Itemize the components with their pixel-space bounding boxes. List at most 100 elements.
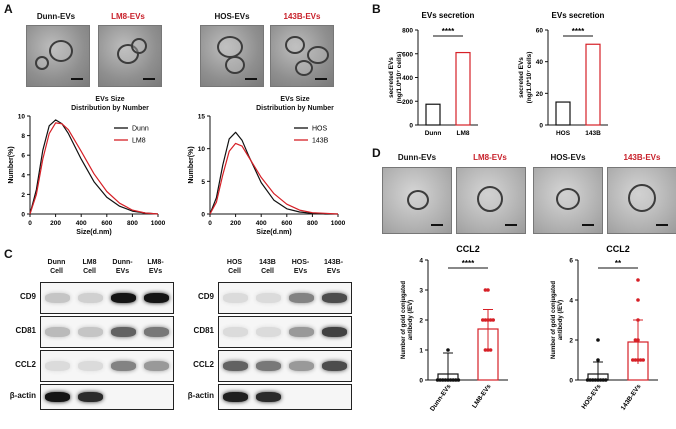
data-point [483,348,488,352]
data-point [641,358,645,362]
blot-row-label-cd81: CD81 [15,326,36,335]
data-point [438,378,442,382]
y-tick-label: 0 [539,123,543,130]
y-tick-label: 4 [569,298,573,305]
y-axis-label: Number(%) [188,146,195,183]
blot-band [256,327,281,337]
series-line-dunn [29,119,159,215]
data-point [633,338,638,342]
em-image-dunn [26,25,90,87]
blot-lane-label: 143B- EVs [323,259,344,275]
y-tick-label: 10 [18,114,26,121]
panel-label-d: D [372,146,381,160]
data-point [454,378,458,382]
y-tick-label: 40 [536,59,544,66]
em-d-image-lm8 [456,167,526,234]
data-point [631,358,635,362]
panel-label-b: B [372,2,381,16]
bar-143b [585,43,601,126]
y-tick-label: 60 [536,28,544,35]
blot-band [78,392,103,402]
bar-lm8 [455,51,471,126]
blot-band [45,361,70,371]
data-point [585,378,590,382]
em-title-hos: HOS-EVs [214,12,250,21]
blot-row-label-beta-actin: β-actin [9,391,36,400]
blot-strip-beta-actin [218,384,352,410]
blot-row-label-cd81: CD81 [193,326,214,335]
blot-band [223,392,248,402]
x-tick-label: 1000 [151,220,166,227]
x-tick-label: 143B [585,130,601,137]
blot-band [223,361,248,371]
y-tick-label: 8 [21,133,25,140]
data-point [446,378,450,382]
em-title-lm8: LM8-EVs [111,12,145,21]
ccl2-chart-right: CCL2 0 2 4 6 Number of gold conjugatedantibod… [551,244,658,412]
blot-band [289,293,314,303]
blot-band [322,361,347,371]
data-point [636,338,640,342]
y-tick-label: 0 [201,212,205,219]
chart-title: CCL2 [456,244,480,254]
series-line-hos [209,131,338,215]
blot-band [78,327,103,337]
x-tick-label: 1000 [331,220,346,227]
em-image-143b [270,25,334,87]
y-tick-label: 2 [419,318,423,325]
blot-lane-label: Dunn Cell [47,259,66,275]
y-tick-label: 6 [569,258,573,265]
y-axis-label: secreted EVs(ng/1.0*10⁷ cells) [518,52,533,104]
data-point [593,378,598,382]
data-point [488,318,493,322]
y-tick-label: 400 [402,75,413,82]
chart-title: CCL2 [606,244,630,254]
data-point [491,318,495,322]
x-tick-label: LM8-EVs [471,383,493,410]
blot-row-label-ccl2: CCL2 [193,360,214,369]
data-point [633,358,638,362]
blot-lane-label: LM8 Cell [82,259,97,275]
size-right-title: EVs Size Distribution by Number [256,96,334,112]
x-axis-label: Size(d.nm) [256,229,291,236]
data-point [596,358,600,362]
data-point [596,378,600,382]
blot-strip-cd81 [218,316,352,348]
x-tick-label: 600 [281,220,292,227]
chart-title: EVs secretion [422,11,475,20]
x-tick-label: Dunn-EVs [429,383,453,413]
y-axis-label: Number of gold conjugatedantibody (/EV) [551,281,564,359]
data-point [636,278,640,282]
y-axis-label: Number of gold conjugatedantibody (/EV) [401,281,414,359]
data-point [596,338,600,342]
panel-label-c: C [4,247,13,261]
data-point [638,358,643,362]
blot-band [256,392,281,402]
y-tick-label: 800 [402,28,413,35]
y-axis-label: Number(%) [8,146,15,183]
data-point [588,378,592,382]
em-image-lm8 [98,25,162,87]
x-tick-label: Dunn [425,130,442,137]
data-point [451,378,455,382]
data-point [601,378,605,382]
data-point [483,318,488,322]
x-tick-label: 200 [50,220,61,227]
em-d-title-143b: 143B-EVs [623,153,661,162]
x-tick-label: HOS [556,130,571,137]
y-tick-label: 1 [419,348,423,355]
data-point [448,378,453,382]
legend-label: Dunn [132,126,149,133]
blot-band [45,293,70,303]
blot-strip-cd9 [40,282,174,314]
blot-band [223,293,248,303]
legend-label: HOS [312,126,328,133]
x-axis-label: Size(d.nm) [76,229,111,236]
x-tick-label: HOS-EVs [581,383,603,411]
y-tick-label: 20 [536,91,544,98]
em-image-hos [200,25,264,87]
x-tick-label: 800 [307,220,318,227]
significance-label: ** [615,259,622,268]
blot-lane-label: Dunn- EVs [112,259,133,275]
x-tick-label: 800 [127,220,138,227]
